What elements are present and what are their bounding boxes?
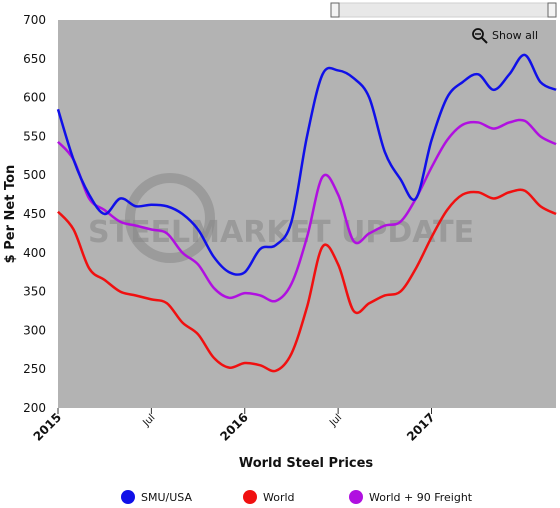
watermark: STEELMARKET UPDATE (88, 173, 474, 263)
x-tick-label: Jul (140, 412, 157, 429)
y-tick-label: 700 (23, 13, 46, 27)
x-tick-label: 2016 (217, 410, 251, 444)
series-line-world-90-freight[interactable] (57, 118, 557, 303)
legend-label: SMU/USA (141, 491, 192, 504)
legend: SMU/USA World World + 90 Freight (121, 490, 473, 504)
show-all-button[interactable]: Show all (472, 28, 538, 44)
y-tick-label: 250 (23, 362, 46, 376)
watermark-text: STEELMARKET UPDATE (88, 215, 474, 250)
y-tick-label: 200 (23, 401, 46, 415)
legend-label: World (263, 491, 295, 504)
navigator-handle-right[interactable] (547, 2, 557, 18)
y-tick-label: 650 (23, 52, 46, 66)
navigator-handle-left[interactable] (330, 2, 340, 18)
legend-label: World + 90 Freight (369, 491, 473, 504)
y-axis: 200 250 300 350 400 450 500 550 600 650 700 (23, 13, 46, 415)
legend-item[interactable]: SMU/USA (121, 490, 192, 504)
x-tick-label: Jul (327, 412, 344, 429)
y-axis-title: $ Per Net Ton (3, 165, 18, 264)
y-tick-label: 500 (23, 168, 46, 182)
x-tick-label: 2015 (31, 410, 65, 444)
legend-marker (121, 490, 135, 504)
show-all-label[interactable]: Show all (492, 29, 538, 42)
series-line-smu-usa[interactable] (56, 53, 557, 276)
series-line-world[interactable] (57, 188, 557, 373)
series-layer (56, 53, 557, 373)
legend-marker (243, 490, 257, 504)
plot-area (58, 20, 556, 408)
y-tick-label: 300 (23, 323, 46, 337)
y-tick-label: 450 (23, 207, 46, 221)
legend-item[interactable]: World (243, 490, 295, 504)
x-tick-label: 2017 (404, 410, 438, 444)
y-tick-label: 600 (23, 91, 46, 105)
y-tick-label: 550 (23, 129, 46, 143)
x-axis: 2015 Jul 2016 Jul 2017 (31, 408, 438, 444)
y-tick-label: 400 (23, 246, 46, 260)
y-tick-label: 350 (23, 285, 46, 299)
legend-item[interactable]: World + 90 Freight (349, 490, 473, 504)
navigator[interactable] (330, 2, 557, 18)
zoom-out-icon (472, 28, 488, 44)
x-axis-title: World Steel Prices (239, 456, 374, 471)
legend-marker (349, 490, 363, 504)
